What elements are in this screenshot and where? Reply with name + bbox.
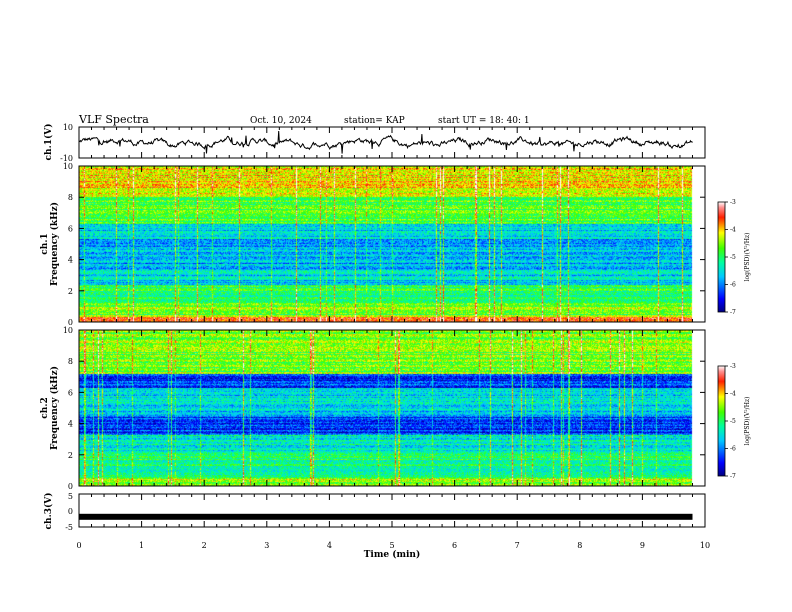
ch1-spectrogram-ticks — [78, 166, 706, 322]
figure-title: VLF Spectra — [78, 113, 149, 126]
colorbar-label: log(PSD)(V²/Hz) — [744, 397, 751, 446]
colorbar-tick-label: -5 — [730, 418, 736, 425]
ch2-channel-label-line1: ch.2 — [40, 397, 50, 418]
ch1-waveform-panel: 10 -10 ch.1(V) — [43, 123, 706, 163]
ch2-channel-label: ch.2 — [40, 397, 50, 418]
colorbar-tick-label: -3 — [730, 199, 736, 206]
y-tick-label: 2 — [68, 287, 73, 296]
y-tick-label: 10 — [63, 162, 73, 171]
header-start-time: start UT = 18: 40: 1 — [438, 116, 530, 126]
ch2-colorbar: -3 -4 -5 -6 -7 log(PSD)(V²/Hz) — [717, 363, 751, 480]
x-tick-label: 9 — [640, 541, 645, 550]
colorbar-tick-label: -5 — [730, 254, 736, 261]
ch3-ytick-top: 5 — [68, 492, 73, 501]
spectrogram-bitmap — [79, 166, 705, 322]
x-tick-label: 5 — [389, 541, 394, 550]
ch2-frequency-label: Frequency (kHz) — [49, 366, 60, 450]
ch1-colorbar: -3 -4 -5 -6 -7 log(PSD)(V²/Hz) — [717, 199, 751, 316]
x-tick-label: 1 — [139, 541, 144, 550]
x-tick-label: 4 — [327, 541, 332, 550]
y-tick-label: 8 — [68, 357, 73, 366]
ch2-spectrogram-ticks — [78, 330, 706, 486]
colorbar-label: log(PSD)(V²/Hz) — [744, 233, 751, 282]
ch1-ytick-bottom: -10 — [60, 154, 73, 163]
spectrogram-bitmap — [79, 330, 705, 486]
y-tick-label: 4 — [68, 256, 73, 265]
y-tick-label: 10 — [63, 326, 73, 335]
ch3-waveform-ticks — [78, 494, 706, 527]
y-tick-label: 0 — [68, 482, 73, 491]
x-tick-label: 10 — [700, 541, 710, 550]
y-tick-label: 6 — [68, 388, 73, 397]
colorbar-tick-label: -6 — [730, 282, 736, 289]
ch1-spectrogram-yticklabels: 0 2 4 6 8 10 — [63, 162, 705, 327]
ch3-ytick-bottom: -5 — [65, 523, 73, 532]
colorbar-tick-label: -7 — [730, 309, 736, 316]
x-tick-label: 6 — [452, 541, 457, 550]
ch3-waveform-trace — [79, 513, 693, 520]
header-date: Oct. 10, 2024 — [250, 116, 312, 126]
ch2-spectrogram-yticklabels: 0 2 4 6 8 10 — [63, 326, 705, 491]
x-tick-label: 8 — [577, 541, 582, 550]
y-tick-label: 8 — [68, 193, 73, 202]
y-tick-label: 2 — [68, 451, 73, 460]
y-tick-label: 6 — [68, 224, 73, 233]
ch1-ytick-top: 10 — [63, 123, 73, 132]
x-tick-label: 7 — [515, 541, 520, 550]
colorbar-tick-label: -4 — [730, 391, 736, 398]
colorbar-scale — [717, 365, 726, 477]
time-axis-label: Time (min) — [364, 549, 421, 560]
ch2-spectrogram-panel: 0 2 4 6 8 10 ch.2 Frequency (kHz) — [40, 326, 706, 491]
ch1-waveform-ticks — [78, 127, 706, 158]
y-tick-label: 0 — [68, 318, 73, 327]
ch1-waveform-ylabel: ch.1(V) — [43, 124, 54, 161]
ch1-spectrogram-panel: 0 2 4 6 8 10 ch.1 Frequency (kHz) — [40, 162, 706, 327]
ch1-channel-label-line1: ch.1 — [40, 233, 50, 254]
header-station: station= KAP — [344, 116, 405, 126]
colorbar-tick-label: -7 — [730, 473, 736, 480]
ch3-ytick-mid: 0 — [68, 507, 73, 516]
ch3-waveform-panel: 5 0 -5 ch.3(V) — [43, 492, 706, 532]
time-axis: 0 1 2 3 4 5 6 7 8 9 10 — [76, 541, 710, 550]
ch1-waveform-trace — [78, 130, 693, 154]
colorbar-tick-label: -3 — [730, 363, 736, 370]
ch2-frequency-label-line2: Frequency (kHz) — [49, 366, 60, 450]
colorbar-scale — [717, 201, 726, 313]
x-tick-label: 2 — [202, 541, 207, 550]
ch1-channel-label: ch.1 — [40, 233, 50, 254]
ch1-frequency-label-line2: Frequency (kHz) — [49, 202, 60, 286]
ch3-waveform-ylabel: ch.3(V) — [43, 493, 54, 530]
ch1-spectrogram-image — [79, 166, 705, 322]
ch1-frequency-label: Frequency (kHz) — [49, 202, 60, 286]
x-tick-label: 3 — [264, 541, 269, 550]
colorbar-tick-label: -6 — [730, 446, 736, 453]
y-tick-label: 4 — [68, 420, 73, 429]
ch2-spectrogram-image — [79, 330, 705, 486]
x-tick-label: 0 — [76, 541, 81, 550]
colorbar-tick-label: -4 — [730, 227, 736, 234]
